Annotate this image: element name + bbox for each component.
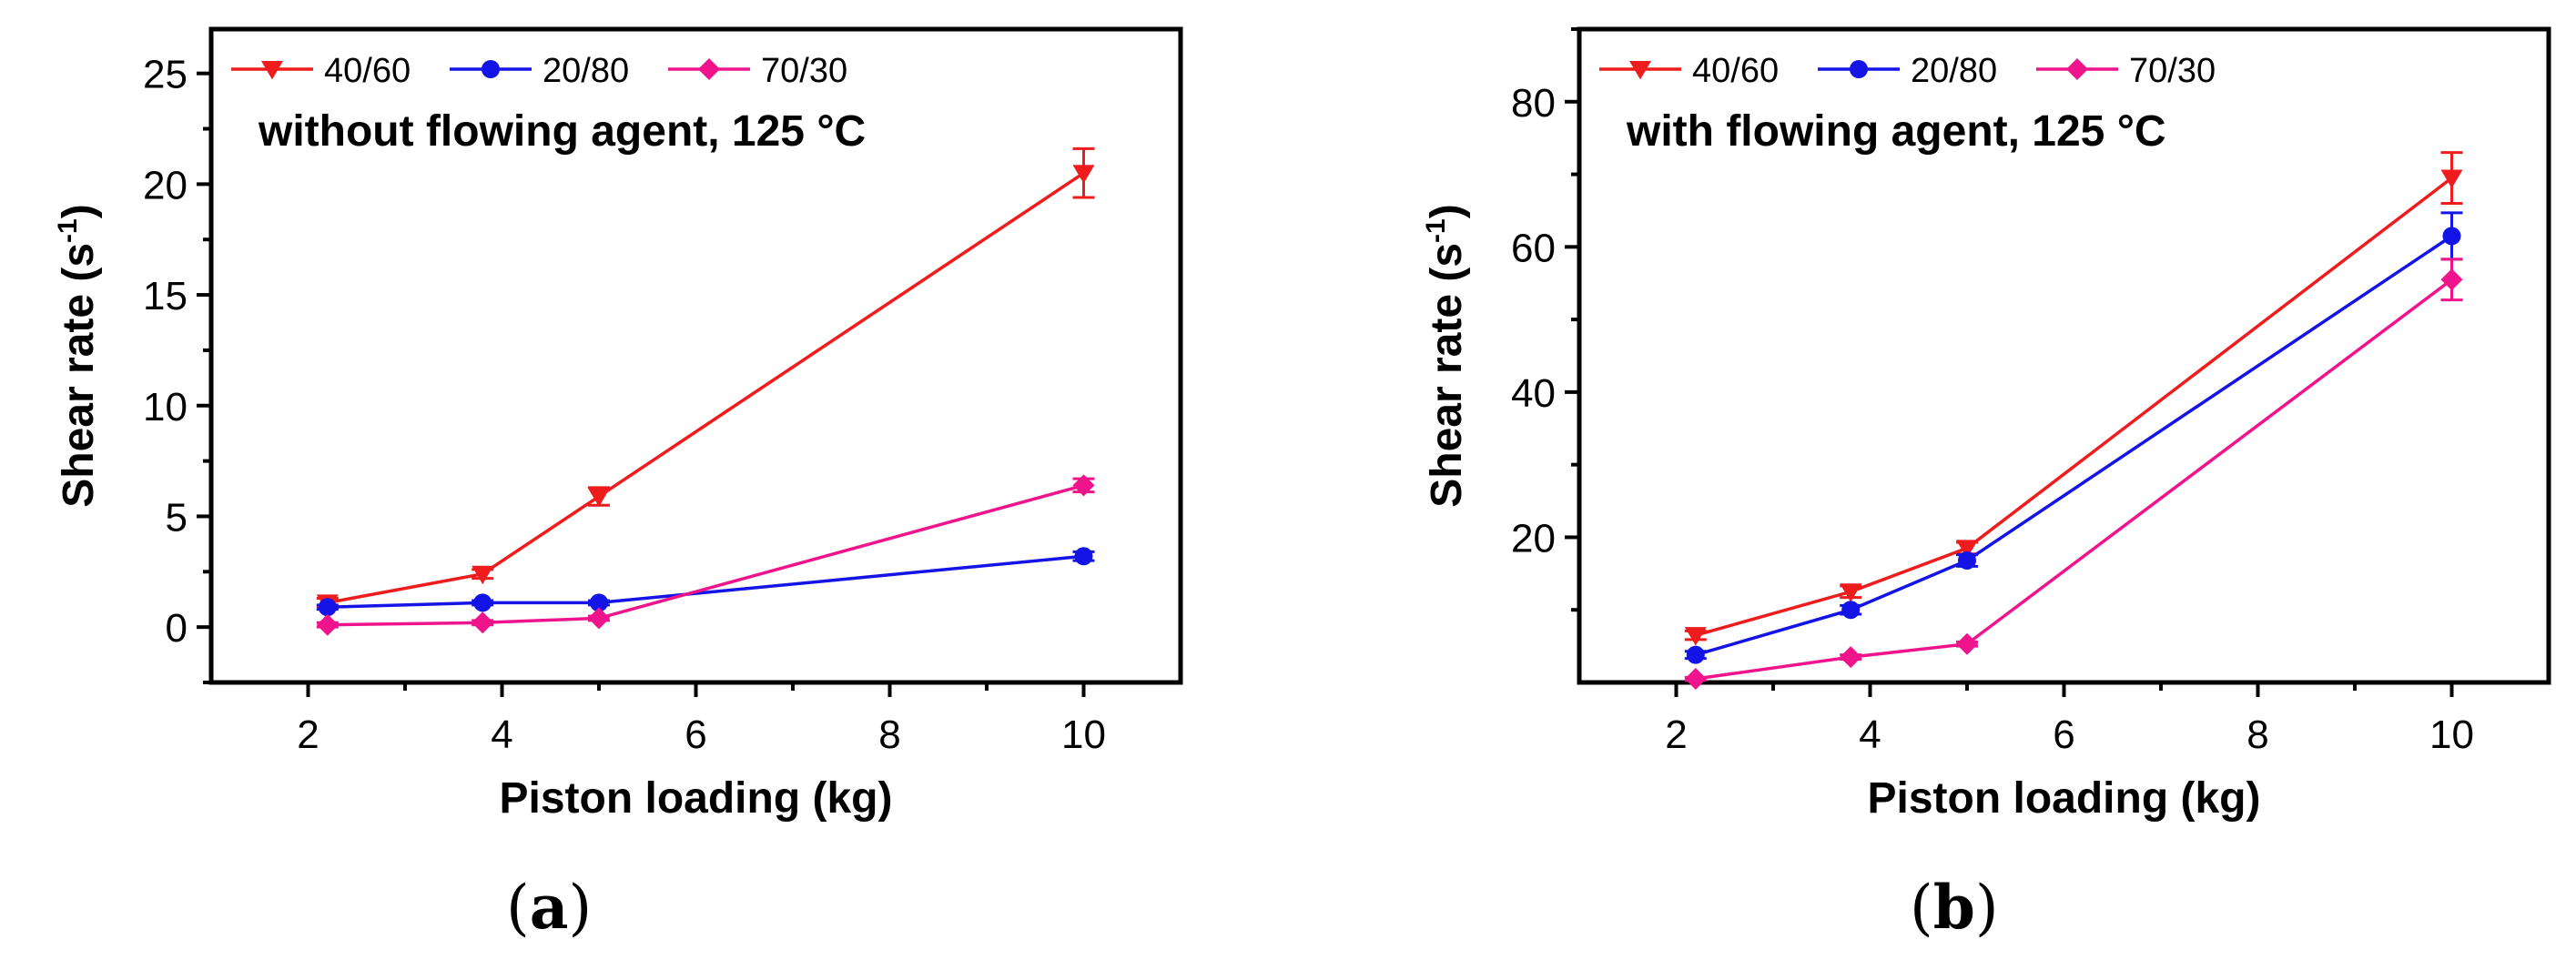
data-point [2440, 268, 2463, 291]
chart-panel-b: 2 4 6 8 10 20 40 60 80 Piston loading (kg) Shear r… [1421, 26, 2551, 823]
x-tick-label: 2 [297, 712, 319, 757]
legend-label: 40/60 [1692, 52, 1779, 90]
series-line [327, 171, 1085, 605]
series-line [327, 483, 1084, 627]
y-axis-label-close: ) [55, 204, 103, 218]
y-tick-label: 80 [1511, 81, 1556, 126]
series-20-80 [316, 547, 1095, 617]
x-axis-label: Piston loading (kg) [1868, 774, 2261, 823]
x-tick-label: 10 [2429, 712, 2474, 757]
y-tick-label: 60 [1511, 226, 1556, 270]
series-70-30 [1684, 258, 2463, 691]
series-line [1695, 177, 2453, 637]
legend-marker [1629, 61, 1651, 80]
legend-marker [261, 61, 283, 80]
x-tick-label: 2 [1665, 712, 1687, 757]
y-tick-label: 10 [143, 385, 188, 429]
data-point [1840, 583, 1862, 602]
y-tick-label: 15 [143, 274, 188, 318]
series-line [327, 554, 1084, 609]
caption-b: (b) [1910, 872, 1999, 943]
data-point [473, 593, 492, 612]
data-point [1072, 165, 1095, 184]
data-point [1686, 645, 1705, 664]
y-tick-label: 25 [143, 53, 188, 97]
data-point [472, 565, 494, 585]
series-40-60 [1684, 151, 2463, 646]
legend-label: 20/80 [1911, 52, 1997, 90]
legend-label: 40/60 [324, 52, 411, 90]
legend-marker [698, 58, 720, 80]
legend-marker [482, 60, 500, 78]
panel-annotation: with flowing agent, 125 °C [1626, 107, 2166, 156]
data-point [2440, 169, 2463, 188]
legend-label: 70/30 [2129, 52, 2216, 90]
legend-label: 70/30 [761, 52, 847, 90]
x-axis-label: Piston loading (kg) [500, 774, 893, 823]
data-point [1841, 601, 1861, 620]
data-point [590, 593, 608, 612]
y-tick-label: 0 [166, 606, 188, 651]
legend-label: 20/80 [543, 52, 629, 90]
series-40-60 [316, 146, 1095, 613]
y-axis-label: Shear rate (s-1) [1421, 204, 1471, 507]
data-point [316, 613, 339, 636]
data-point [1684, 668, 1707, 691]
data-point [1074, 547, 1093, 566]
x-tick-label: 4 [491, 712, 512, 757]
legend-marker [1850, 60, 1868, 78]
panel-annotation: without flowing agent, 125 °C [258, 107, 866, 156]
chart-panel-a: 2 4 6 8 10 0 5 10 15 20 25 Piston loading (kg) Shear… [53, 26, 1183, 823]
data-point [1684, 627, 1707, 646]
series-line [1695, 278, 2453, 681]
y-axis-label-sup: -1 [1421, 218, 1451, 243]
data-point [2442, 227, 2461, 246]
caption-a: (a) [506, 872, 593, 943]
y-axis-label-main: Shear rate (s [55, 243, 103, 508]
data-point [472, 611, 494, 634]
x-tick-label: 8 [878, 712, 900, 757]
y-tick-label: 20 [1511, 516, 1556, 561]
data-point [1840, 646, 1862, 669]
y-tick-label: 40 [1511, 371, 1556, 416]
data-point [1956, 540, 1978, 559]
data-point [1072, 474, 1095, 497]
series-20-80 [1684, 211, 2463, 664]
x-tick-label: 6 [685, 712, 706, 757]
legend-marker [2066, 58, 2088, 80]
y-tick-label: 20 [143, 163, 188, 207]
data-point [1956, 632, 1978, 655]
y-axis-label-main: Shear rate (s [1423, 243, 1471, 508]
y-axis-label: Shear rate (s-1) [53, 204, 103, 507]
data-point [318, 598, 337, 617]
data-point [1958, 551, 1976, 570]
x-tick-label: 6 [2053, 712, 2074, 757]
y-axis-label-sup: -1 [53, 218, 83, 243]
x-tick-label: 4 [1859, 712, 1881, 757]
x-tick-label: 10 [1061, 712, 1106, 757]
series-line [1695, 234, 2453, 657]
series-70-30 [316, 474, 1095, 636]
data-point [588, 607, 610, 630]
x-tick-label: 8 [2246, 712, 2268, 757]
data-point [588, 488, 610, 507]
y-tick-label: 5 [166, 495, 188, 540]
y-axis-label-close: ) [1423, 204, 1471, 218]
